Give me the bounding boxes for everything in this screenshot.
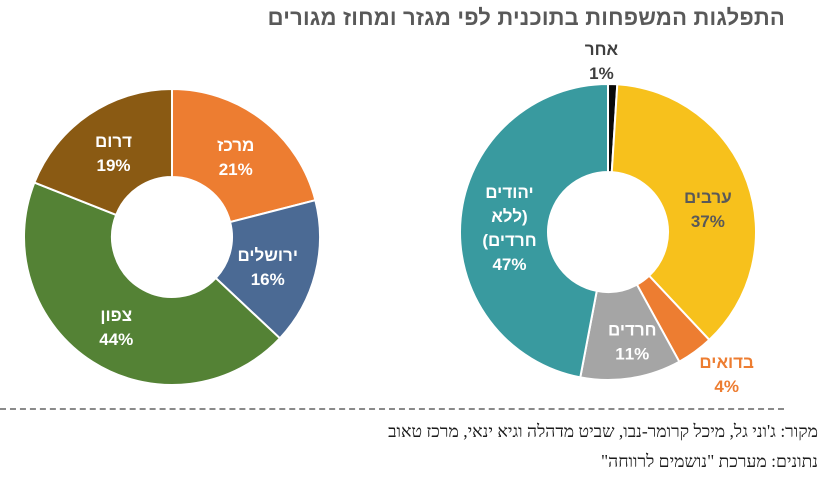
slice-label: צפון 44% [99,306,133,349]
slice-label: אחר 1% [585,40,619,83]
slice-label: חרדים 11% [608,321,657,364]
dashed-divider [0,408,784,410]
donut-chart-sector: אחר 1% ערבים 37% בדואים 4% חרדים 11% יהודים (ללא ח… [459,40,757,396]
slice-label: ירושלים 16% [237,246,298,289]
pie-slice [23,181,282,386]
slice-label: מרכז 21% [217,136,254,179]
slice-label: יהודים (ללא חרדים) 47% [482,183,536,274]
source-line-data: נתונים: מערכת "נושמים לרווחה" [600,451,818,471]
pie-slice [171,87,317,224]
pie-slice [610,83,757,342]
source-line-authors: מקור: ג'וני גל, מיכל קרומר-נבו, שביט מדה… [388,421,818,441]
donut-chart-district: מרכז 21% ירושלים 16% צפון 44% דרום 19% [23,87,321,386]
source-note: מקור: ג'וני גל, מיכל קרומר-נבו, שביט מדה… [388,416,818,476]
slice-label: דרום 19% [95,132,132,175]
page-title: התפלגות המשפחות בתוכנית לפי מגזר ומחוז מ… [267,5,785,30]
pie-slice [33,87,173,217]
pie-slice [214,198,321,340]
slice-label: בדואים 4% [699,353,754,396]
slice-label: ערבים 37% [684,188,732,231]
pie-slice [459,82,609,379]
